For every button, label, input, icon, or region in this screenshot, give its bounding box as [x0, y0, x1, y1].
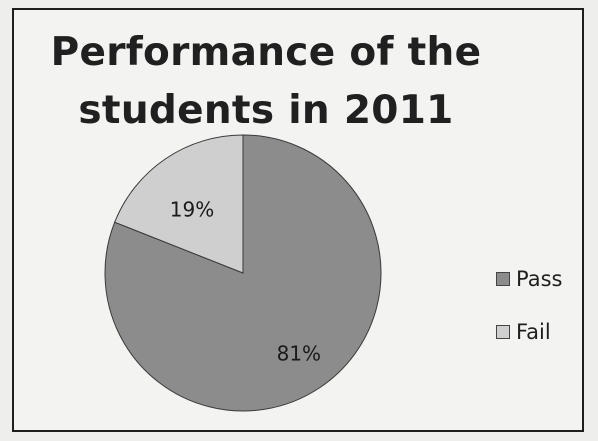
pie-slice-fail: [114, 134, 244, 274]
chart-legend: Pass Fail: [496, 262, 562, 368]
legend-swatch-fail: [496, 324, 510, 339]
legend-item-pass: Pass: [496, 262, 562, 295]
data-label-pass: 81%: [277, 342, 321, 366]
chart-title-line-1: Performance of the: [50, 30, 482, 75]
legend-label-fail: Fail: [516, 319, 551, 344]
chart-title: Performance of the students in 2011: [26, 24, 506, 140]
chart-title-line-2: students in 2011: [78, 88, 454, 133]
legend-label-pass: Pass: [516, 266, 563, 291]
legend-swatch-pass: [496, 271, 510, 286]
legend-item-fail: Fail: [496, 315, 562, 348]
data-label-fail: 19%: [170, 197, 214, 221]
